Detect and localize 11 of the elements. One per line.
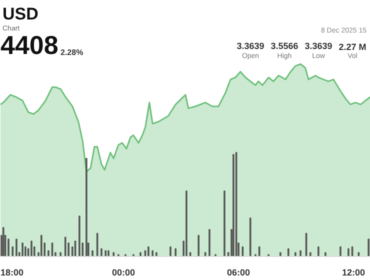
text: USD [2,4,38,24]
x-tick-label: 00:00 [112,268,136,278]
text: 3.5566 [270,41,298,52]
x-tick-label: 18:00 [0,268,24,278]
text: 2.28% [60,48,84,58]
x-tick-label: 12:00 [342,268,366,278]
text: 2.27 M [338,42,366,52]
text: 3.3639 [304,41,332,52]
x-tick-label: 06:00 [227,268,250,278]
text: 3.3639 [236,41,264,52]
text: 4408 [0,30,58,60]
